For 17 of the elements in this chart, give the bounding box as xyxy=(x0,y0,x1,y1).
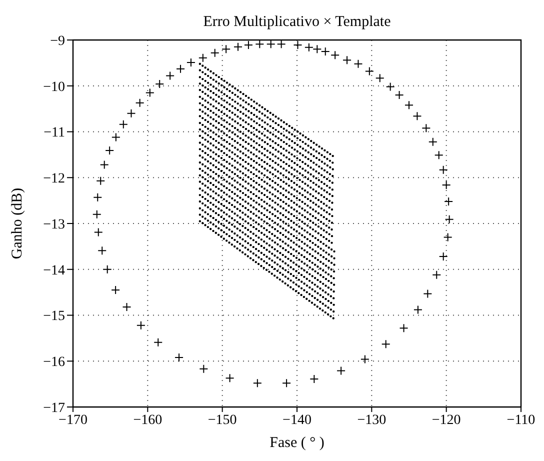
y-tick-label: −11 xyxy=(44,126,65,141)
x-tick-label: −130 xyxy=(357,412,386,428)
y-axis-title: Ganho (dB) xyxy=(9,188,26,260)
y-tick-label: −12 xyxy=(43,172,65,187)
y-tick-label: −15 xyxy=(43,309,65,324)
y-tick-label: −9 xyxy=(50,34,65,49)
x-tick-label: −110 xyxy=(506,412,536,428)
chart-title: Erro Multiplicativo × Template xyxy=(202,14,392,31)
x-tick-label: −160 xyxy=(133,412,162,428)
x-axis-title: Fase ( ° ) xyxy=(270,435,324,451)
y-tick-label: −13 xyxy=(43,217,65,232)
x-tick-label: −120 xyxy=(432,412,461,428)
y-tick-label: −16 xyxy=(43,355,65,370)
y-tick-label: −14 xyxy=(43,263,65,278)
x-tick-label: −150 xyxy=(208,412,237,428)
x-tick-label: −140 xyxy=(282,412,312,428)
y-tick-label: −10 xyxy=(43,80,65,95)
